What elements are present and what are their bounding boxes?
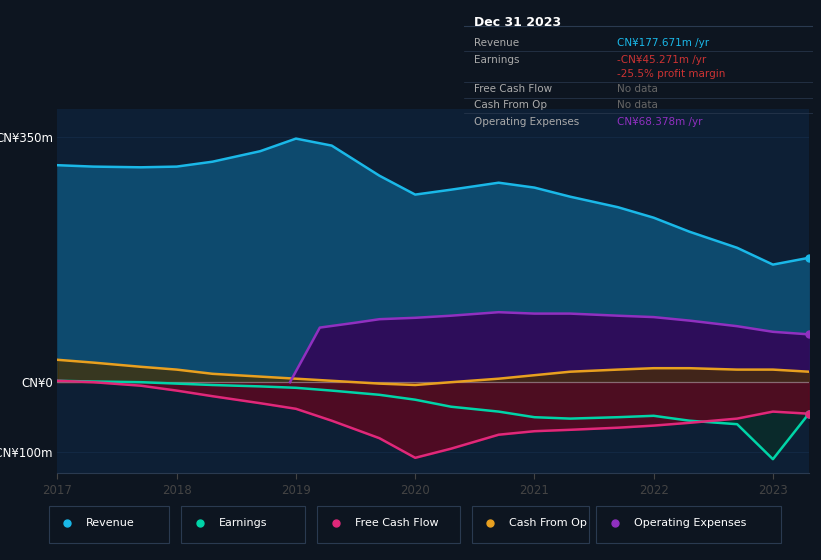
- Text: CN¥177.671m /yr: CN¥177.671m /yr: [617, 38, 709, 48]
- Text: -CN¥45.271m /yr: -CN¥45.271m /yr: [617, 55, 707, 66]
- Text: Cash From Op: Cash From Op: [475, 100, 548, 110]
- Text: -25.5% profit margin: -25.5% profit margin: [617, 68, 726, 78]
- Text: CN¥68.378m /yr: CN¥68.378m /yr: [617, 117, 703, 127]
- Text: Revenue: Revenue: [475, 38, 520, 48]
- Text: Cash From Op: Cash From Op: [509, 517, 587, 528]
- Text: No data: No data: [617, 100, 658, 110]
- Text: Free Cash Flow: Free Cash Flow: [355, 517, 438, 528]
- Text: No data: No data: [617, 85, 658, 95]
- Text: Earnings: Earnings: [218, 517, 267, 528]
- Text: Free Cash Flow: Free Cash Flow: [475, 85, 553, 95]
- Text: Operating Expenses: Operating Expenses: [634, 517, 746, 528]
- Text: Revenue: Revenue: [86, 517, 135, 528]
- Text: Dec 31 2023: Dec 31 2023: [475, 16, 562, 29]
- Text: Earnings: Earnings: [475, 55, 520, 66]
- Text: Operating Expenses: Operating Expenses: [475, 117, 580, 127]
